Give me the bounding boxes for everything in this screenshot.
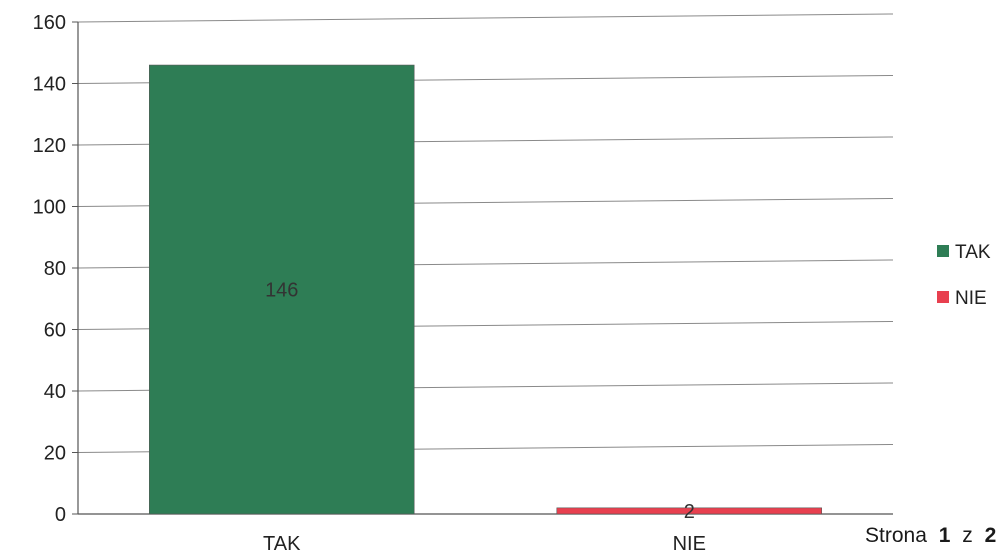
y-tick-label: 100 — [33, 197, 66, 219]
legend-swatch — [937, 245, 949, 257]
page-indicator: Strona 1 z 2 — [865, 524, 996, 547]
page-indicator-total: 2 — [985, 524, 997, 547]
data-labels: 146 2 — [265, 280, 695, 523]
y-tick-label: 140 — [33, 74, 66, 96]
x-tick-labels: TAK NIE — [263, 533, 706, 551]
y-tick-label: 60 — [44, 320, 66, 342]
y-tick-label: 80 — [44, 258, 66, 280]
gridline — [77, 13, 894, 23]
bar-tak — [149, 64, 415, 515]
y-tick-label: 40 — [44, 381, 66, 403]
y-tick-label: 160 — [33, 12, 66, 34]
legend-label: TAK — [955, 242, 991, 263]
y-tick-label: 120 — [33, 135, 66, 157]
x-tick-label: NIE — [673, 533, 706, 551]
legend-label: NIE — [955, 288, 987, 309]
page-indicator-current: 1 — [939, 524, 951, 547]
page-indicator-prefix: Strona — [865, 524, 927, 547]
legend: TAK NIE — [937, 242, 991, 309]
data-label: 2 — [684, 501, 695, 523]
y-tick-label: 0 — [55, 504, 66, 526]
bars — [149, 64, 822, 515]
page-indicator-separator: z — [962, 524, 973, 547]
data-label: 146 — [265, 280, 298, 302]
y-tick-labels: 0 20 40 60 80 100 120 140 160 — [33, 12, 66, 526]
y-tick-label: 20 — [44, 443, 66, 465]
bar-nie — [556, 507, 822, 515]
legend-swatch — [937, 291, 949, 303]
x-tick-label: TAK — [263, 533, 301, 551]
